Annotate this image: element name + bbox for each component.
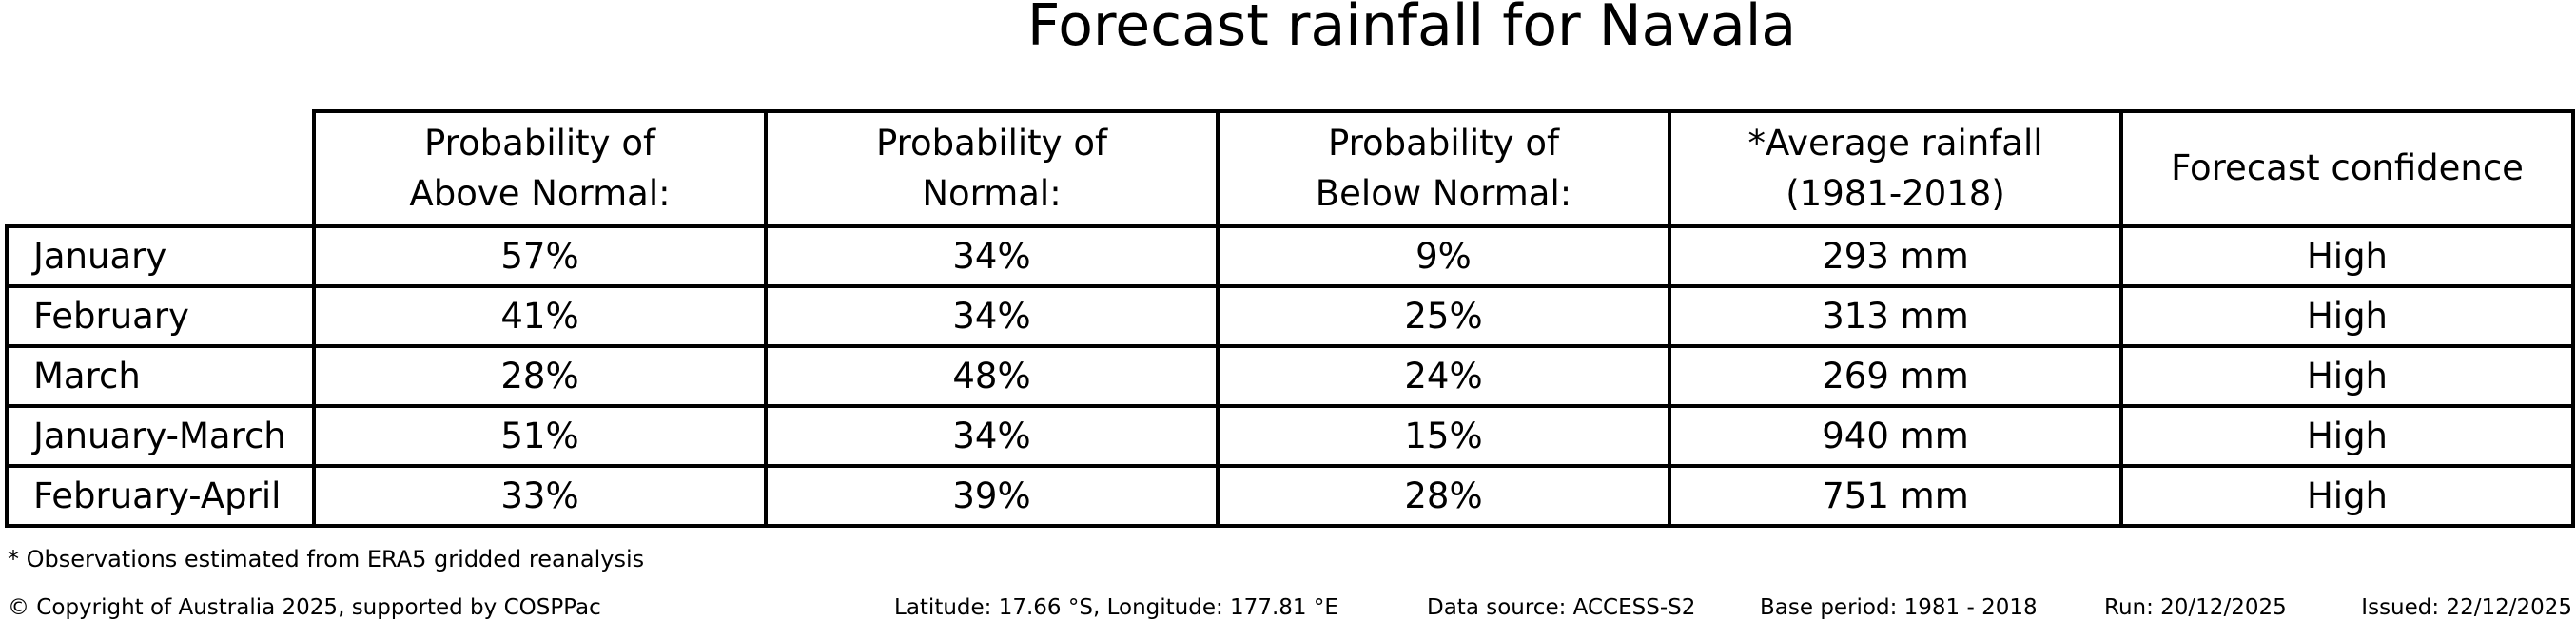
header-line: Below Normal: bbox=[1315, 172, 1572, 214]
header-line: (1981-2018) bbox=[1786, 172, 2005, 214]
normal-cell: 48% bbox=[764, 344, 1220, 408]
table-row: January-March 51% 34% 15% 940 mm High bbox=[5, 404, 2575, 468]
table-row: February 41% 34% 25% 313 mm High bbox=[5, 284, 2575, 348]
above-normal-cell: 51% bbox=[312, 404, 768, 468]
below-normal-cell: 9% bbox=[1216, 224, 1671, 288]
header-above-normal: Probability of Above Normal: bbox=[312, 109, 768, 228]
confidence-cell: High bbox=[2119, 464, 2575, 528]
average-rainfall-cell: 293 mm bbox=[1668, 224, 2123, 288]
location-text: Latitude: 17.66 °S, Longitude: 177.81 °E bbox=[894, 595, 1338, 620]
below-normal-cell: 28% bbox=[1216, 464, 1671, 528]
header-normal: Probability of Normal: bbox=[764, 109, 1220, 228]
above-normal-cell: 57% bbox=[312, 224, 768, 288]
empty-header-cell bbox=[7, 111, 314, 226]
below-normal-cell: 24% bbox=[1216, 344, 1671, 408]
page-title: Forecast rainfall for Navala bbox=[1026, 0, 1797, 59]
base-period-text: Base period: 1981 - 2018 bbox=[1760, 595, 2038, 620]
issued-date-text: Issued: 22/12/2025 bbox=[2361, 595, 2572, 620]
confidence-cell: High bbox=[2119, 344, 2575, 408]
header-forecast-confidence: Forecast confidence bbox=[2119, 109, 2575, 228]
below-normal-cell: 15% bbox=[1216, 404, 1671, 468]
average-rainfall-cell: 269 mm bbox=[1668, 344, 2123, 408]
above-normal-cell: 28% bbox=[312, 344, 768, 408]
average-rainfall-cell: 313 mm bbox=[1668, 284, 2123, 348]
normal-cell: 34% bbox=[764, 284, 1220, 348]
period-cell: March bbox=[5, 344, 316, 408]
normal-cell: 34% bbox=[764, 404, 1220, 468]
below-normal-cell: 25% bbox=[1216, 284, 1671, 348]
header-below-normal: Probability of Below Normal: bbox=[1216, 109, 1671, 228]
header-line: Forecast confidence bbox=[2171, 147, 2524, 189]
header-line: Probability of bbox=[1327, 122, 1559, 164]
normal-cell: 34% bbox=[764, 224, 1220, 288]
above-normal-cell: 33% bbox=[312, 464, 768, 528]
confidence-cell: High bbox=[2119, 224, 2575, 288]
average-rainfall-cell: 751 mm bbox=[1668, 464, 2123, 528]
header-line: Probability of bbox=[875, 122, 1107, 164]
observations-footnote: * Observations estimated from ERA5 gridd… bbox=[8, 546, 645, 572]
table-row: January 57% 34% 9% 293 mm High bbox=[5, 224, 2575, 288]
data-source-text: Data source: ACCESS-S2 bbox=[1427, 595, 1696, 620]
table-row: March 28% 48% 24% 269 mm High bbox=[5, 344, 2575, 408]
run-date-text: Run: 20/12/2025 bbox=[2104, 595, 2287, 620]
period-cell: February bbox=[5, 284, 316, 348]
period-cell: February-April bbox=[5, 464, 316, 528]
header-average-rainfall: *Average rainfall (1981-2018) bbox=[1668, 109, 2123, 228]
period-cell: January bbox=[5, 224, 316, 288]
period-cell: January-March bbox=[5, 404, 316, 468]
rainfall-forecast-table: Probability of Above Normal: Probability… bbox=[5, 109, 2575, 528]
table-header-row: Probability of Above Normal: Probability… bbox=[7, 109, 2575, 228]
header-line: *Average rainfall bbox=[1747, 122, 2043, 164]
header-line: Above Normal: bbox=[409, 172, 671, 214]
average-rainfall-cell: 940 mm bbox=[1668, 404, 2123, 468]
copyright-text: © Copyright of Australia 2025, supported… bbox=[8, 595, 601, 620]
confidence-cell: High bbox=[2119, 404, 2575, 468]
header-line: Normal: bbox=[922, 172, 1062, 214]
confidence-cell: High bbox=[2119, 284, 2575, 348]
above-normal-cell: 41% bbox=[312, 284, 768, 348]
header-line: Probability of bbox=[423, 122, 655, 164]
normal-cell: 39% bbox=[764, 464, 1220, 528]
table-row: February-April 33% 39% 28% 751 mm High bbox=[5, 464, 2575, 528]
